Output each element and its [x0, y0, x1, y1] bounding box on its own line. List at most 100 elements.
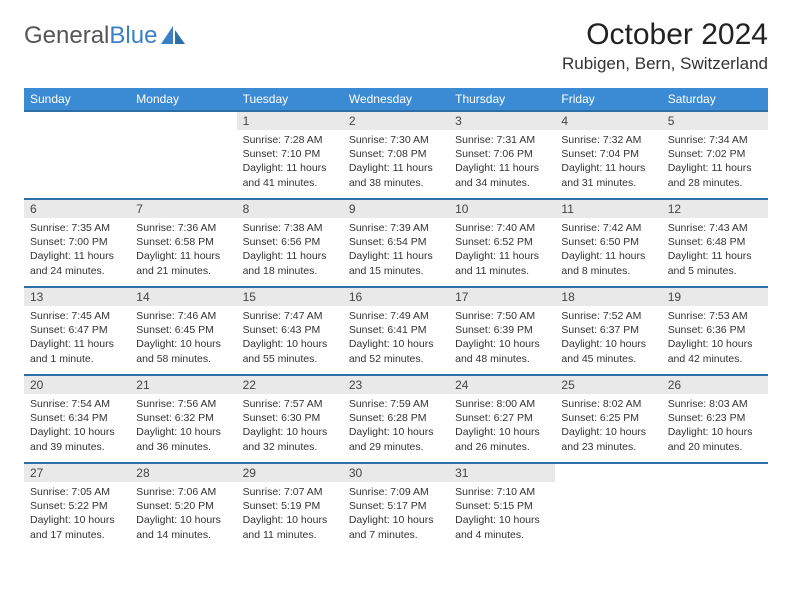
sunset-text: Sunset: 6:37 PM	[561, 323, 655, 337]
sunset-text: Sunset: 5:22 PM	[30, 499, 124, 513]
sunset-text: Sunset: 6:36 PM	[668, 323, 762, 337]
daylight-text: Daylight: 11 hours and 11 minutes.	[455, 249, 549, 277]
sunset-text: Sunset: 7:08 PM	[349, 147, 443, 161]
day-detail: Sunrise: 7:39 AMSunset: 6:54 PMDaylight:…	[343, 218, 449, 284]
day-detail: Sunrise: 7:45 AMSunset: 6:47 PMDaylight:…	[24, 306, 130, 372]
day-detail: Sunrise: 7:42 AMSunset: 6:50 PMDaylight:…	[555, 218, 661, 284]
day-number: 10	[449, 198, 555, 218]
day-detail: Sunrise: 7:34 AMSunset: 7:02 PMDaylight:…	[662, 130, 768, 196]
sunset-text: Sunset: 6:34 PM	[30, 411, 124, 425]
day-number: 26	[662, 374, 768, 394]
day-detail: Sunrise: 7:35 AMSunset: 7:00 PMDaylight:…	[24, 218, 130, 284]
sunrise-text: Sunrise: 7:49 AM	[349, 309, 443, 323]
sunrise-text: Sunrise: 7:30 AM	[349, 133, 443, 147]
day-number: 1	[237, 110, 343, 130]
day-number: 8	[237, 198, 343, 218]
calendar-day-cell: 11Sunrise: 7:42 AMSunset: 6:50 PMDayligh…	[555, 198, 661, 286]
day-number: 24	[449, 374, 555, 394]
day-number: 19	[662, 286, 768, 306]
sunrise-text: Sunrise: 8:00 AM	[455, 397, 549, 411]
calendar-day-cell: 20Sunrise: 7:54 AMSunset: 6:34 PMDayligh…	[24, 374, 130, 462]
calendar-day-cell: 31Sunrise: 7:10 AMSunset: 5:15 PMDayligh…	[449, 462, 555, 550]
day-detail: Sunrise: 7:56 AMSunset: 6:32 PMDaylight:…	[130, 394, 236, 460]
sunset-text: Sunset: 6:41 PM	[349, 323, 443, 337]
calendar-week-row: 20Sunrise: 7:54 AMSunset: 6:34 PMDayligh…	[24, 374, 768, 462]
weekday-header: Wednesday	[343, 88, 449, 110]
day-detail: Sunrise: 7:09 AMSunset: 5:17 PMDaylight:…	[343, 482, 449, 548]
sunset-text: Sunset: 6:56 PM	[243, 235, 337, 249]
calendar-day-cell: 9Sunrise: 7:39 AMSunset: 6:54 PMDaylight…	[343, 198, 449, 286]
header: GeneralBlue October 2024 Rubigen, Bern, …	[24, 18, 768, 74]
day-detail: Sunrise: 7:31 AMSunset: 7:06 PMDaylight:…	[449, 130, 555, 196]
day-number: 18	[555, 286, 661, 306]
sunrise-text: Sunrise: 8:02 AM	[561, 397, 655, 411]
day-detail: Sunrise: 8:03 AMSunset: 6:23 PMDaylight:…	[662, 394, 768, 460]
calendar-day-cell: 7Sunrise: 7:36 AMSunset: 6:58 PMDaylight…	[130, 198, 236, 286]
sunset-text: Sunset: 6:32 PM	[136, 411, 230, 425]
calendar-day-cell: 18Sunrise: 7:52 AMSunset: 6:37 PMDayligh…	[555, 286, 661, 374]
weekday-header: Tuesday	[237, 88, 343, 110]
calendar-day-cell: 15Sunrise: 7:47 AMSunset: 6:43 PMDayligh…	[237, 286, 343, 374]
daylight-text: Daylight: 10 hours and 52 minutes.	[349, 337, 443, 365]
sunrise-text: Sunrise: 7:57 AM	[243, 397, 337, 411]
day-number: 25	[555, 374, 661, 394]
day-number: 7	[130, 198, 236, 218]
sunrise-text: Sunrise: 7:28 AM	[243, 133, 337, 147]
calendar-day-cell: 16Sunrise: 7:49 AMSunset: 6:41 PMDayligh…	[343, 286, 449, 374]
calendar-table: SundayMondayTuesdayWednesdayThursdayFrid…	[24, 88, 768, 550]
sunset-text: Sunset: 5:20 PM	[136, 499, 230, 513]
day-number: 22	[237, 374, 343, 394]
sunset-text: Sunset: 6:52 PM	[455, 235, 549, 249]
sunset-text: Sunset: 7:06 PM	[455, 147, 549, 161]
daylight-text: Daylight: 11 hours and 24 minutes.	[30, 249, 124, 277]
sunrise-text: Sunrise: 7:43 AM	[668, 221, 762, 235]
day-detail: Sunrise: 7:57 AMSunset: 6:30 PMDaylight:…	[237, 394, 343, 460]
sunrise-text: Sunrise: 8:03 AM	[668, 397, 762, 411]
daylight-text: Daylight: 10 hours and 42 minutes.	[668, 337, 762, 365]
day-detail: Sunrise: 7:32 AMSunset: 7:04 PMDaylight:…	[555, 130, 661, 196]
calendar-day-cell: 27Sunrise: 7:05 AMSunset: 5:22 PMDayligh…	[24, 462, 130, 550]
sunrise-text: Sunrise: 7:46 AM	[136, 309, 230, 323]
sunrise-text: Sunrise: 7:42 AM	[561, 221, 655, 235]
day-number: 29	[237, 462, 343, 482]
sunrise-text: Sunrise: 7:40 AM	[455, 221, 549, 235]
title-block: October 2024 Rubigen, Bern, Switzerland	[562, 18, 768, 74]
day-detail: Sunrise: 7:50 AMSunset: 6:39 PMDaylight:…	[449, 306, 555, 372]
daylight-text: Daylight: 10 hours and 20 minutes.	[668, 425, 762, 453]
daylight-text: Daylight: 11 hours and 28 minutes.	[668, 161, 762, 189]
sunrise-text: Sunrise: 7:07 AM	[243, 485, 337, 499]
day-number: 14	[130, 286, 236, 306]
day-number: 4	[555, 110, 661, 130]
sunrise-text: Sunrise: 7:10 AM	[455, 485, 549, 499]
daylight-text: Daylight: 10 hours and 11 minutes.	[243, 513, 337, 541]
calendar-day-cell: 25Sunrise: 8:02 AMSunset: 6:25 PMDayligh…	[555, 374, 661, 462]
sunset-text: Sunset: 7:10 PM	[243, 147, 337, 161]
calendar-week-row: 6Sunrise: 7:35 AMSunset: 7:00 PMDaylight…	[24, 198, 768, 286]
day-number: 3	[449, 110, 555, 130]
day-number	[555, 462, 661, 482]
daylight-text: Daylight: 10 hours and 48 minutes.	[455, 337, 549, 365]
location: Rubigen, Bern, Switzerland	[562, 54, 768, 74]
sunrise-text: Sunrise: 7:45 AM	[30, 309, 124, 323]
day-number: 28	[130, 462, 236, 482]
sunset-text: Sunset: 6:54 PM	[349, 235, 443, 249]
calendar-day-cell: 24Sunrise: 8:00 AMSunset: 6:27 PMDayligh…	[449, 374, 555, 462]
sunset-text: Sunset: 6:25 PM	[561, 411, 655, 425]
day-detail: Sunrise: 7:06 AMSunset: 5:20 PMDaylight:…	[130, 482, 236, 548]
day-detail: Sunrise: 7:05 AMSunset: 5:22 PMDaylight:…	[24, 482, 130, 548]
day-detail: Sunrise: 8:00 AMSunset: 6:27 PMDaylight:…	[449, 394, 555, 460]
month-title: October 2024	[562, 18, 768, 52]
sunset-text: Sunset: 6:28 PM	[349, 411, 443, 425]
day-detail: Sunrise: 7:07 AMSunset: 5:19 PMDaylight:…	[237, 482, 343, 548]
sunset-text: Sunset: 6:47 PM	[30, 323, 124, 337]
day-number	[130, 110, 236, 130]
sunrise-text: Sunrise: 7:06 AM	[136, 485, 230, 499]
weekday-header: Saturday	[662, 88, 768, 110]
sunset-text: Sunset: 6:48 PM	[668, 235, 762, 249]
brand-logo: GeneralBlue	[24, 22, 187, 50]
day-number: 31	[449, 462, 555, 482]
sunrise-text: Sunrise: 7:35 AM	[30, 221, 124, 235]
sunrise-text: Sunrise: 7:52 AM	[561, 309, 655, 323]
calendar-day-cell: 22Sunrise: 7:57 AMSunset: 6:30 PMDayligh…	[237, 374, 343, 462]
sunrise-text: Sunrise: 7:59 AM	[349, 397, 443, 411]
